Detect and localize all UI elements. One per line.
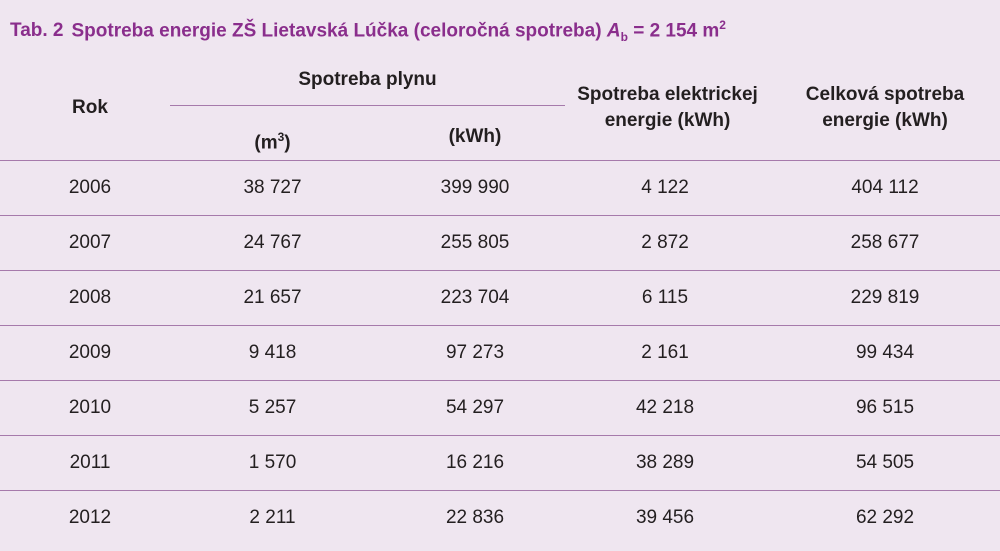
table-cell: 2 211 [249, 506, 296, 528]
header-sup: 3 [277, 130, 285, 144]
table-cell: 5 257 [248, 396, 297, 418]
table-cell: 97 273 [445, 341, 505, 363]
table-cell: 21 657 [243, 286, 302, 308]
header-text: ) [284, 132, 291, 154]
table-cell: 2 161 [641, 341, 689, 363]
table-cell: 62 292 [855, 506, 915, 528]
title-value: = 2 154 m [633, 20, 720, 42]
row-rule [0, 215, 1000, 216]
table-cell: 2 872 [641, 231, 689, 253]
header-gas-kwh: (kWh) [448, 126, 502, 147]
table-cell: 2011 [69, 451, 111, 473]
table-cell: 258 677 [850, 231, 920, 253]
table-cell: 54 505 [855, 451, 915, 473]
table-cell: 223 704 [440, 286, 510, 308]
table-cell: 1 570 [248, 451, 297, 473]
table-cell: 2012 [68, 506, 112, 528]
table-cell: 22 836 [445, 506, 505, 528]
table-cell: 2009 [68, 341, 112, 363]
table-cell: 404 112 [851, 176, 919, 198]
header-gas: Spotreba plynu [298, 69, 437, 90]
row-rule [0, 325, 1000, 326]
table-cell: 9 418 [248, 341, 297, 363]
table-cell: 99 434 [855, 341, 915, 363]
table-cell: 38 727 [243, 176, 302, 198]
table-cell: 42 218 [635, 396, 695, 418]
table-cell: 38 289 [635, 451, 695, 473]
title-text: Spotreba energie ZŠ Lietavská Lúčka (cel… [71, 20, 602, 42]
table-cell: 2007 [68, 231, 112, 253]
header-year: Rok [72, 97, 108, 118]
header-text: (m [254, 132, 278, 154]
row-rule [0, 435, 1000, 436]
table-cell: 2008 [68, 286, 112, 308]
table-cell: 229 819 [850, 286, 920, 308]
table-cell: 399 990 [440, 176, 510, 198]
header-bottom-rule [0, 160, 1000, 161]
table-cell: 39 456 [635, 506, 695, 528]
header-rule [170, 105, 565, 106]
table-cell: 2010 [68, 396, 112, 418]
table-cell: 54 297 [445, 396, 505, 418]
title-value-sup: 2 [719, 18, 726, 32]
title-label: Tab. 2 [10, 20, 64, 42]
title-symbol-sub: b [620, 30, 628, 45]
table-cell: 96 515 [855, 396, 915, 418]
row-rule [0, 490, 1000, 491]
title-symbol: A [606, 20, 621, 42]
table-cell: 24 767 [243, 231, 302, 253]
table-cell: 4 122 [641, 176, 689, 198]
table-cell: 255 805 [440, 231, 510, 253]
row-rule [0, 380, 1000, 381]
header-gas-m3: (m3) [180, 124, 365, 156]
table-title: Tab. 2 Spotreba energie ZŠ Lietavská Lúčk… [10, 18, 726, 44]
table-cell: 16 216 [445, 451, 505, 473]
table-cell: 6 115 [641, 286, 689, 308]
header-electricity: Spotreba elektrickej energie (kWh) [577, 84, 758, 131]
table-cell: 2006 [68, 176, 112, 198]
header-total: Celková spotreba energie (kWh) [805, 84, 965, 131]
row-rule [0, 270, 1000, 271]
